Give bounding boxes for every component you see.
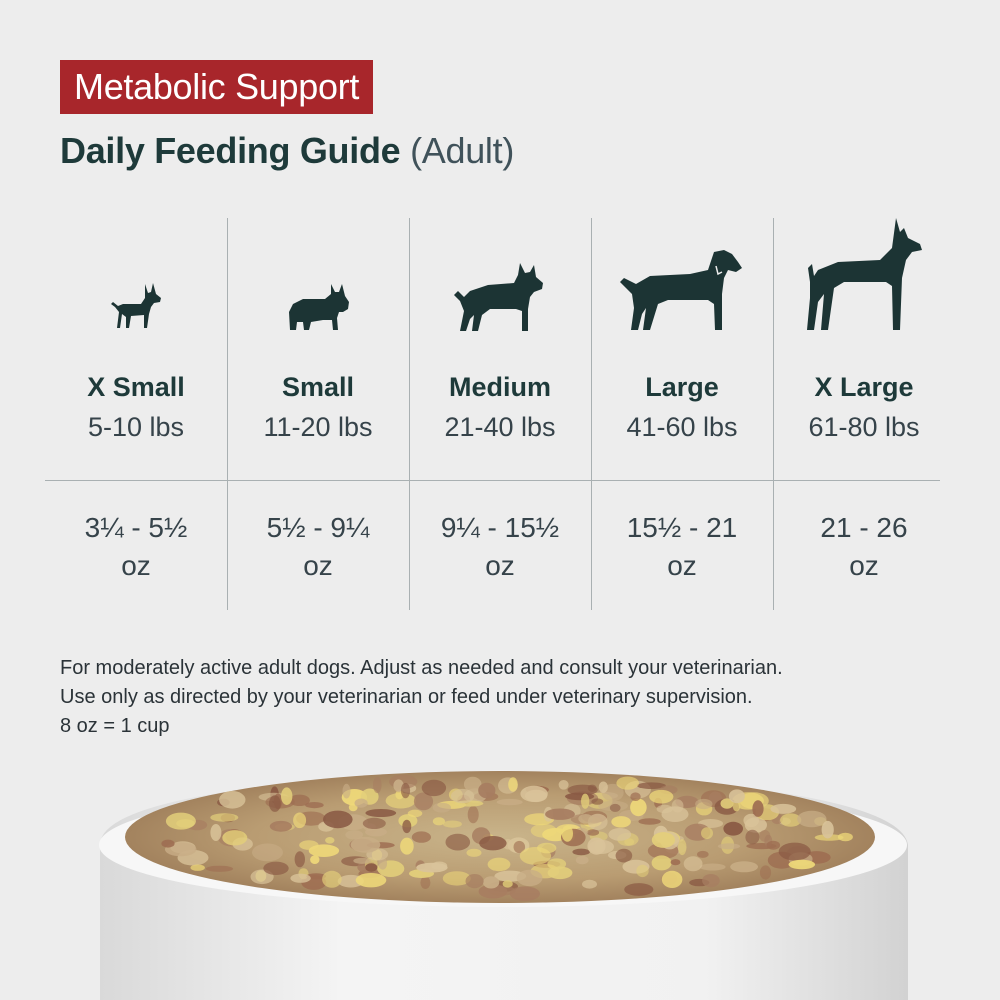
size-column-xlarge: X Large 61-80 lbs 21 - 26 oz — [773, 218, 955, 610]
food-chunks — [161, 774, 853, 901]
food-bowl-image — [99, 770, 908, 1000]
product-badge: Metabolic Support — [60, 60, 374, 114]
feeding-amount: 9¼ - 15½ oz — [409, 509, 591, 585]
feeding-table: X Small 5-10 lbs 3¼ - 5½ oz Small 11-20 … — [45, 218, 940, 610]
row-divider — [45, 480, 940, 481]
size-name: Small — [281, 372, 355, 402]
dog-cell — [409, 218, 591, 338]
amount-unit: oz — [485, 550, 515, 581]
amount-unit: oz — [667, 550, 697, 581]
weight-range: 5-10 lbs — [87, 412, 185, 442]
weight-range: 21-40 lbs — [444, 412, 556, 442]
feeding-amount: 3¼ - 5½ oz — [45, 509, 227, 585]
size-name: X Small — [87, 372, 185, 402]
feeding-amount: 21 - 26 oz — [773, 509, 955, 585]
column-divider — [227, 218, 228, 610]
column-divider — [591, 218, 592, 610]
dog-cell — [773, 218, 955, 338]
weight-range: 61-80 lbs — [808, 412, 920, 442]
amount-value: 3¼ - 5½ — [84, 512, 188, 543]
amount-value: 5½ - 9¼ — [266, 512, 370, 543]
chihuahua-icon — [111, 283, 161, 328]
title-sub: (Adult) — [410, 130, 515, 171]
size-column-small: Small 11-20 lbs 5½ - 9¼ oz — [227, 218, 409, 610]
page-title: Daily Feeding Guide (Adult) — [60, 130, 514, 172]
feeding-amount: 5½ - 9¼ oz — [227, 509, 409, 585]
amount-value: 9¼ - 15½ — [440, 512, 560, 543]
great-dane-icon — [807, 218, 922, 330]
note-line: 8 oz = 1 cup — [60, 715, 170, 737]
dog-cell — [591, 218, 773, 338]
title-main: Daily Feeding Guide — [60, 130, 401, 171]
size-column-xsmall: X Small 5-10 lbs 3¼ - 5½ oz — [45, 218, 227, 610]
feeding-notes: For moderately active adult dogs. Adjust… — [60, 654, 783, 741]
french-bulldog-icon — [289, 284, 349, 330]
size-name: X Large — [814, 372, 914, 402]
size-name: Medium — [448, 372, 551, 402]
feeding-amount: 15½ - 21 oz — [591, 509, 773, 585]
note-line: Use only as directed by your veterinaria… — [60, 686, 753, 708]
weight-range: 11-20 lbs — [263, 412, 373, 442]
amount-unit: oz — [303, 550, 333, 581]
pitbull-icon — [454, 263, 543, 331]
amount-unit: oz — [121, 550, 151, 581]
dog-cell — [227, 218, 409, 338]
amount-unit: oz — [849, 550, 879, 581]
size-column-medium: Medium 21-40 lbs 9¼ - 15½ oz — [409, 218, 591, 610]
size-name: Large — [645, 372, 719, 402]
note-line: For moderately active adult dogs. Adjust… — [60, 657, 783, 679]
column-divider — [409, 218, 410, 610]
weight-range: 41-60 lbs — [626, 412, 738, 442]
amount-value: 15½ - 21 — [626, 512, 738, 543]
dog-cell — [45, 218, 227, 338]
size-column-large: Large 41-60 lbs 15½ - 21 oz — [591, 218, 773, 610]
amount-value: 21 - 26 — [820, 512, 908, 543]
labrador-icon — [620, 250, 742, 330]
column-divider — [773, 218, 774, 610]
